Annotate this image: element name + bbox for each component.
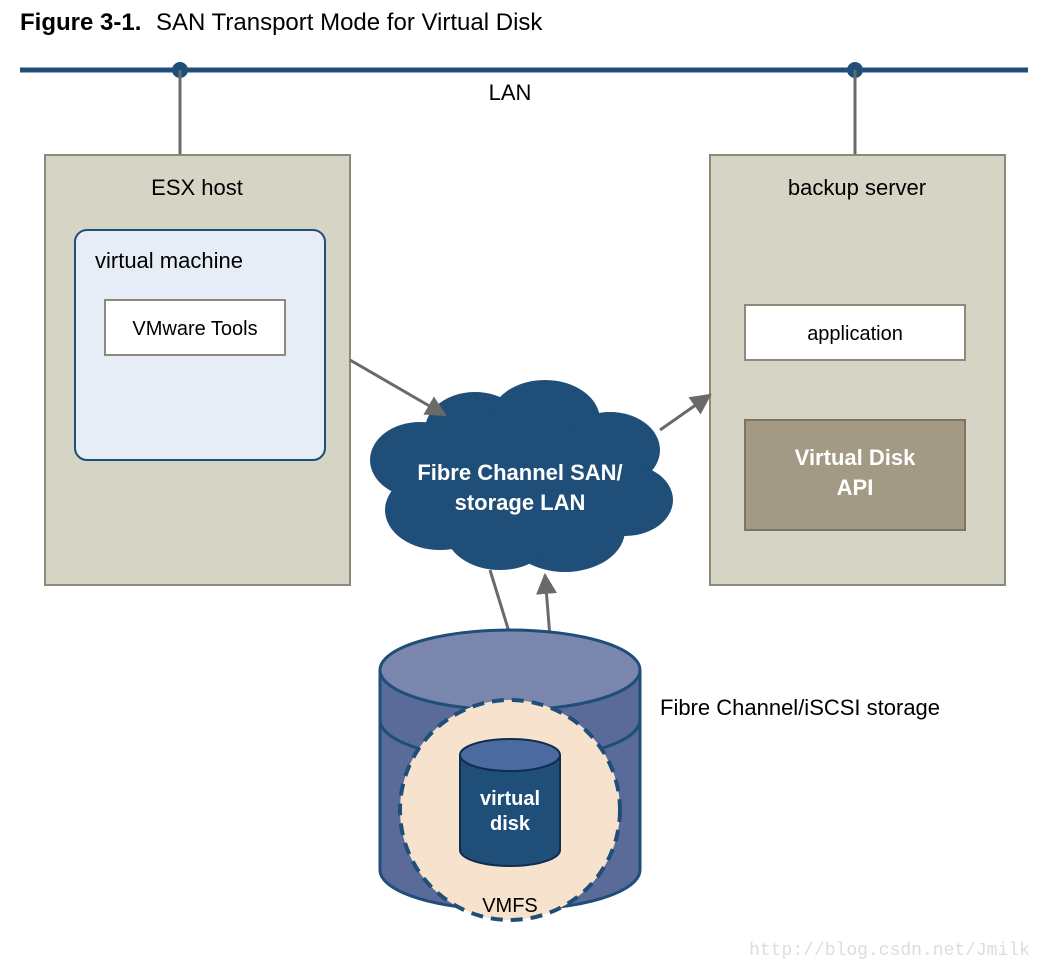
cloud-label-2: storage LAN [455,490,586,515]
san-transport-diagram: Figure 3-1. SAN Transport Mode for Virtu… [0,0,1048,968]
vmware-tools-label: VMware Tools [132,318,257,340]
virtual-disk-api-label-2: API [837,475,874,500]
backup-server-label: backup server [788,175,926,200]
arrow-cloud-to-backup [660,395,710,430]
storage-label: Fibre Channel/iSCSI storage [660,695,940,720]
virtual-machine-label: virtual machine [95,248,243,273]
figure-title: SAN Transport Mode for Virtual Disk [156,9,543,36]
esx-host-label: ESX host [151,175,243,200]
lan-label: LAN [489,80,532,105]
vmfs-label: VMFS [482,895,538,917]
vdisk-label-2: disk [490,813,531,835]
cloud-label-1: Fibre Channel SAN/ [417,460,622,485]
application-label: application [807,323,903,345]
watermark: http://blog.csdn.net/Jmilk [749,941,1030,961]
figure-label: Figure 3-1. [20,9,141,36]
vdisk-label-1: virtual [480,788,540,810]
virtual-disk-api-label-1: Virtual Disk [795,445,916,470]
figure-caption: Figure 3-1. SAN Transport Mode for Virtu… [20,9,543,36]
arrow-esx-to-cloud [350,360,445,415]
